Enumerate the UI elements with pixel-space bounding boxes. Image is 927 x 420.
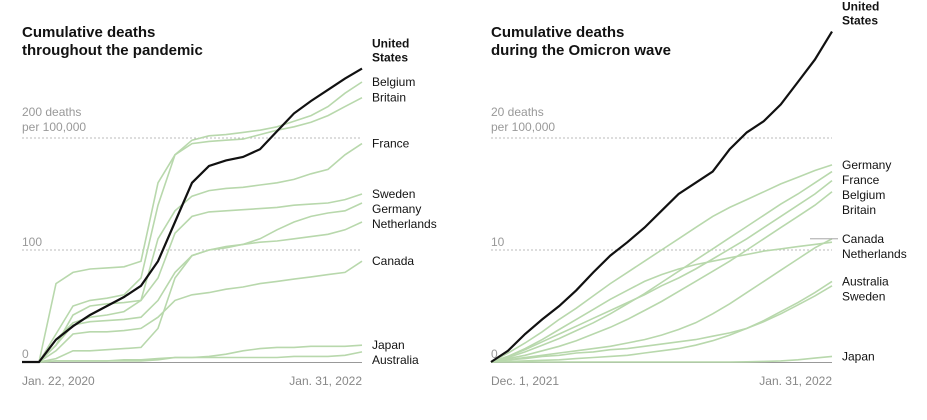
chart-title-line-2: throughout the pandemic	[22, 42, 203, 59]
series-line-germany	[490, 164, 833, 363]
x-tick-label-end: Jan. 31, 2022	[289, 374, 362, 388]
series-label-united-states: States	[842, 14, 878, 28]
series-line-australia	[490, 280, 833, 363]
series-line-japan	[491, 355, 833, 363]
series-label-united-states: United	[842, 0, 879, 14]
y-tick-label-10: 10	[491, 235, 505, 249]
series-line-netherlands	[490, 241, 833, 363]
series-line-united-states	[22, 67, 363, 364]
chart-title: Cumulative deaths throughout the pandemi…	[22, 24, 203, 60]
series-line-sweden	[22, 193, 363, 363]
series-line-japan	[22, 344, 363, 363]
series-line-belgium	[22, 81, 363, 363]
series-label-canada: Canada	[372, 254, 414, 268]
series-line-netherlands	[22, 221, 363, 363]
series-label-france: France	[842, 173, 880, 187]
chart-title-line-2: during the Omicron wave	[491, 42, 672, 59]
x-tick-label-start: Dec. 1, 2021	[491, 374, 559, 388]
series-label-japan: Japan	[372, 338, 405, 352]
series-label-united-states: United	[372, 37, 409, 51]
series-label-netherlands: Netherlands	[372, 217, 437, 231]
series-line-belgium	[490, 179, 833, 363]
series-label-australia: Australia	[842, 274, 889, 288]
series-line-france	[490, 170, 833, 363]
series-line-canada	[490, 238, 833, 363]
chart-title-line-1: Cumulative deaths	[22, 24, 156, 41]
series-label-australia: Australia	[372, 353, 419, 367]
series-line-britain	[490, 191, 833, 363]
series-label-sweden: Sweden	[842, 289, 885, 303]
series-line-australia	[22, 351, 363, 363]
chart-omicron-wave: Cumulative deaths during the Omicron wav…	[470, 0, 927, 420]
chart-title: Cumulative deaths during the Omicron wav…	[491, 24, 671, 60]
series-label-belgium: Belgium	[842, 188, 885, 202]
y-unit-label: per 100,000	[491, 120, 555, 134]
series-line-canada	[22, 260, 363, 363]
y-tick-label-100: 100	[22, 235, 42, 249]
y-unit-label: per 100,000	[22, 120, 86, 134]
series-label-sweden: Sweden	[372, 187, 415, 201]
series-label-canada: Canada	[842, 232, 884, 246]
series-label-japan: Japan	[842, 349, 875, 363]
x-tick-label-start: Jan. 22, 2020	[22, 374, 95, 388]
x-tick-label-end: Jan. 31, 2022	[759, 374, 832, 388]
series-label-germany: Germany	[842, 158, 891, 172]
y-tick-label-200: 200 deaths	[22, 105, 81, 119]
chart-throughout-pandemic: Cumulative deaths throughout the pandemi…	[0, 0, 463, 420]
chart-title-line-1: Cumulative deaths	[491, 24, 625, 41]
series-label-britain: Britain	[842, 203, 876, 217]
series-label-united-states: States	[372, 51, 408, 65]
series-line-sweden	[490, 285, 833, 363]
series-label-france: France	[372, 137, 410, 151]
series-line-germany	[22, 202, 363, 363]
series-label-netherlands: Netherlands	[842, 247, 907, 261]
y-tick-label-0: 0	[22, 347, 29, 361]
series-label-belgium: Belgium	[372, 75, 415, 89]
series-label-germany: Germany	[372, 202, 421, 216]
y-tick-label-0: 0	[491, 347, 498, 361]
series-line-britain	[22, 96, 363, 363]
y-tick-label-20: 20 deaths	[491, 105, 544, 119]
series-label-britain: Britain	[372, 91, 406, 105]
series-line-united-states	[490, 31, 833, 363]
series-line-france	[22, 142, 363, 363]
